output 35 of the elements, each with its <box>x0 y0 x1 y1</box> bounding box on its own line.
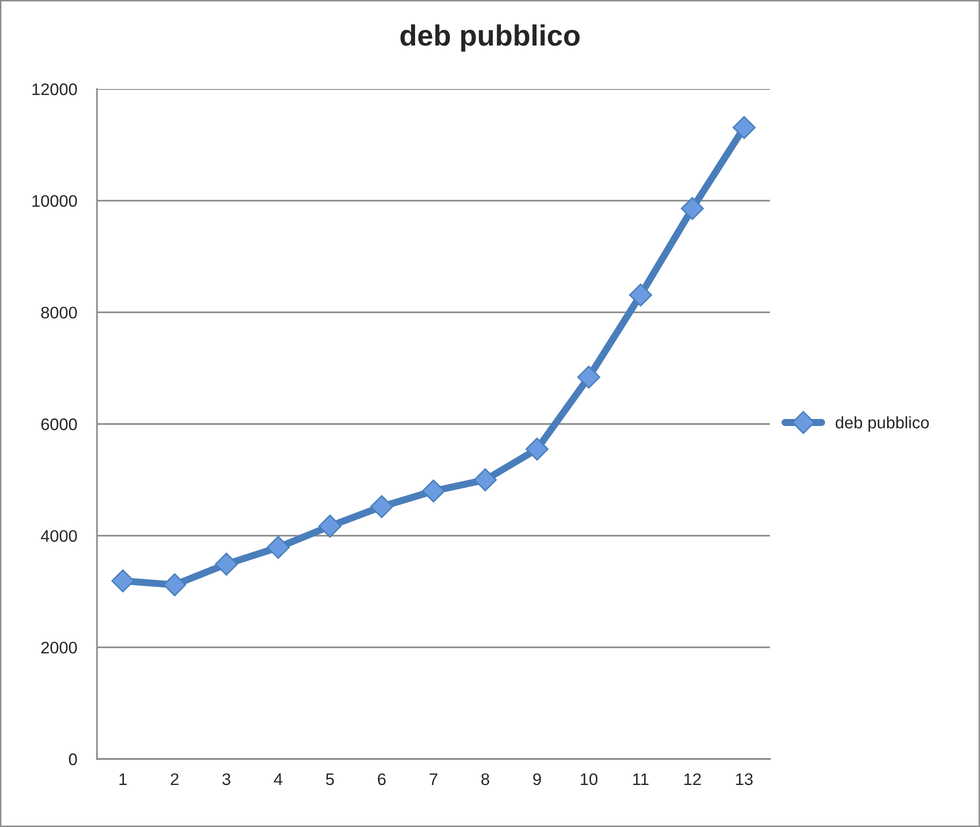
y-tick-label: 12000 <box>32 83 77 96</box>
x-tick-label: 11 <box>633 774 648 785</box>
x-tick-label: 7 <box>430 774 438 785</box>
x-tick-label: 12 <box>684 773 701 785</box>
point <box>266 536 290 559</box>
chart-title: deb pubblico <box>400 24 580 52</box>
y-tick-label: 2000 <box>41 642 77 654</box>
point <box>318 514 342 538</box>
point <box>732 116 756 140</box>
point <box>111 569 134 592</box>
x-tick-label: 4 <box>274 774 282 785</box>
point <box>629 284 652 307</box>
x-tick-label: 2 <box>170 773 178 785</box>
y-tick-label: 10000 <box>32 195 77 207</box>
y-tick-label: 0 <box>68 753 77 766</box>
x-tick-label: 6 <box>378 773 386 786</box>
point <box>680 196 704 220</box>
y-tick-label: 6000 <box>41 418 77 430</box>
point <box>474 468 497 492</box>
point <box>526 438 549 461</box>
y-tick-label: 8000 <box>41 306 77 319</box>
x-tick-label: 5 <box>326 774 334 786</box>
x-tick-label: 13 <box>736 773 753 786</box>
y-tick-label: 4000 <box>40 530 77 542</box>
x-tick-label: 3 <box>222 773 230 786</box>
point <box>422 480 445 502</box>
x-tick-label: 9 <box>533 773 541 786</box>
x-tick-label: 10 <box>580 773 598 786</box>
point <box>214 552 238 576</box>
point <box>163 573 186 596</box>
x-tick-label: 1 <box>120 774 127 785</box>
point <box>370 495 394 518</box>
point <box>577 366 600 389</box>
x-tick-label: 8 <box>481 773 490 786</box>
legend-label: deb pubblico <box>836 416 929 432</box>
